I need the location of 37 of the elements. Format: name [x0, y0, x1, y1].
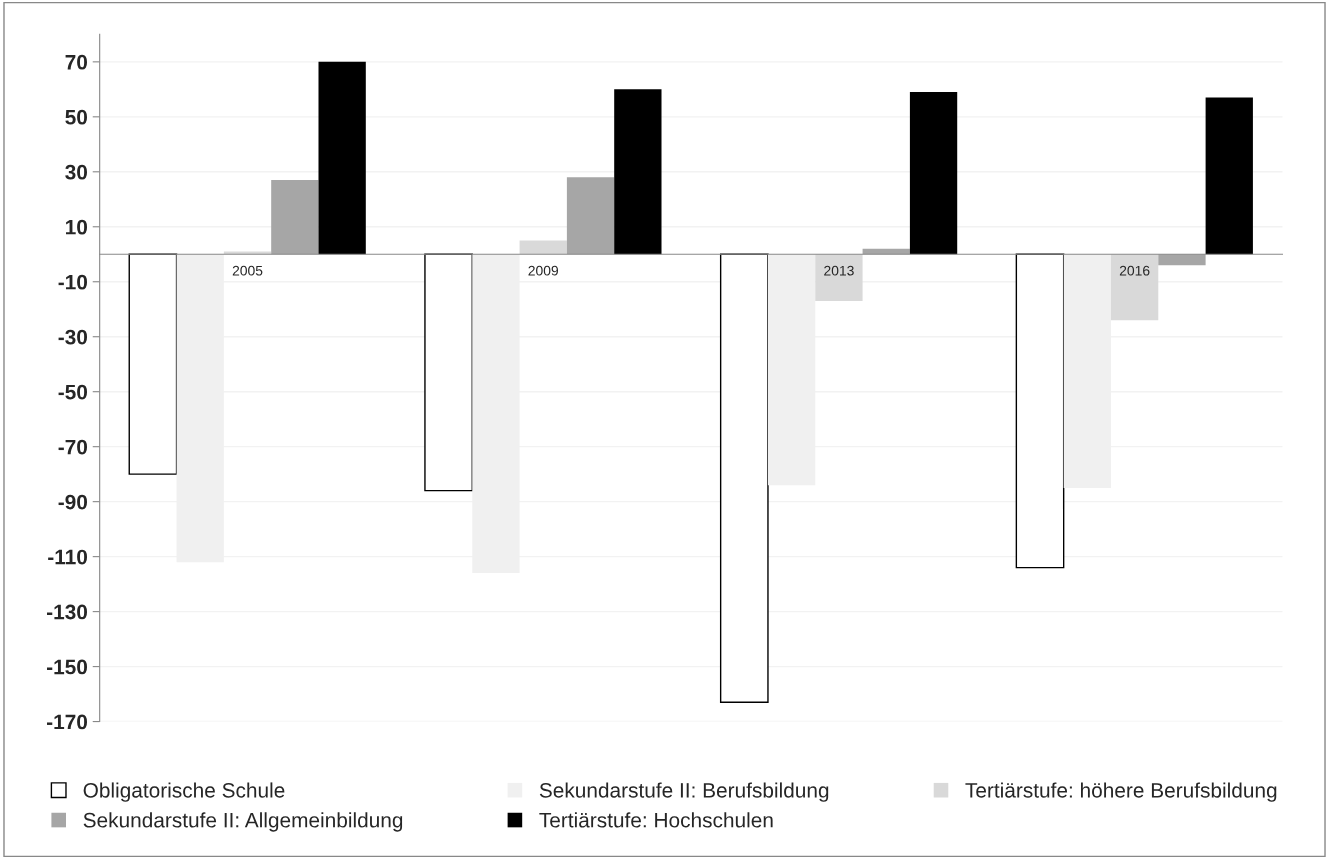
y-tick-label: -10 [58, 274, 88, 290]
bar [719, 253, 769, 704]
bar [519, 240, 567, 255]
bar [862, 248, 910, 255]
legend-label: Tertiärstufe: höhere Berufsbildung [965, 782, 1277, 802]
x-tick-label: 2016 [1119, 265, 1150, 276]
y-tick-label: -150 [46, 659, 88, 675]
y-tick-label: -50 [58, 384, 88, 400]
legend-label: Tertiärstufe: Hochschulen [539, 812, 773, 828]
bar [1015, 253, 1065, 569]
bar [128, 253, 178, 475]
legend-label: Obligatorische Schule [83, 782, 285, 802]
y-tick-label: -170 [46, 714, 88, 730]
y-tick-label: -30 [58, 329, 88, 345]
y-tick-label: 50 [65, 109, 88, 125]
x-tick-label: 2009 [528, 265, 559, 276]
legend-label: Sekundarstufe II: Berufsbildung [539, 782, 829, 802]
bar [424, 253, 473, 492]
bar [1110, 254, 1159, 321]
legend-label: Sekundarstufe II: Allgemeinbildung [83, 812, 403, 832]
y-tick-label: 70 [65, 54, 88, 70]
y-tick-label: 30 [65, 164, 88, 180]
y-tick-label: 10 [66, 219, 88, 235]
bar [566, 177, 615, 255]
bar [318, 61, 366, 255]
bar [614, 89, 662, 255]
bar [271, 180, 319, 255]
y-tick-label: -90 [58, 494, 88, 510]
bar [1158, 254, 1206, 266]
bar [1205, 97, 1253, 255]
bar [909, 92, 958, 255]
bar [815, 254, 863, 301]
y-tick-label: -70 [58, 439, 88, 455]
y-tick-label: -130 [46, 604, 88, 620]
x-tick-label: 2013 [824, 265, 854, 276]
x-tick-label: 2005 [232, 265, 263, 276]
y-tick-label: -110 [48, 549, 88, 565]
